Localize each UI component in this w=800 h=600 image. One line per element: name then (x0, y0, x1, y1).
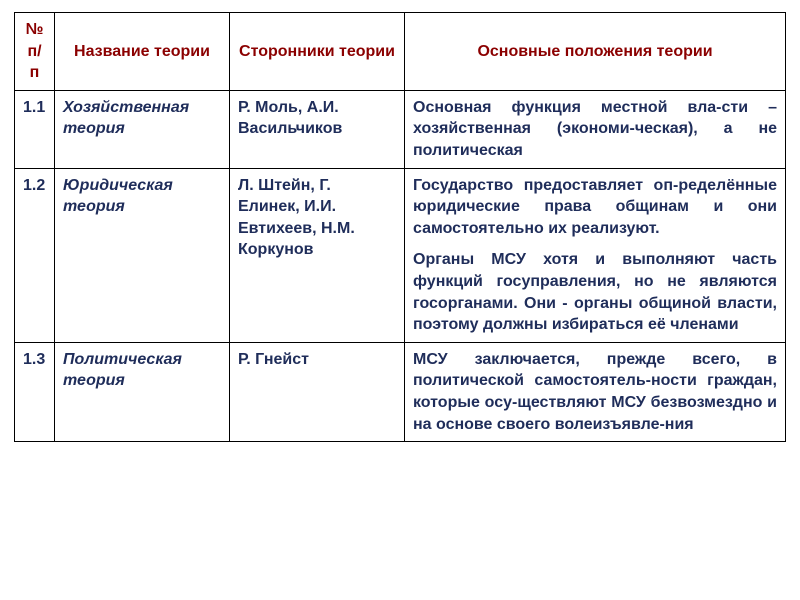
cell-num: 1.1 (15, 90, 55, 168)
col-header-main: Основные положения теории (405, 13, 786, 91)
cell-supporters: Л. Штейн, Г. Елинек, И.И. Евтихеев, Н.М.… (230, 168, 405, 342)
cell-num: 1.3 (15, 342, 55, 441)
table-row: 1.2 Юридическая теория Л. Штейн, Г. Елин… (15, 168, 786, 342)
col-header-supporters: Сторонники теории (230, 13, 405, 91)
cell-main: Государство предоставляет оп-ределённые … (405, 168, 786, 342)
cell-supporters: Р. Гнейст (230, 342, 405, 441)
theories-table: № п/п Название теории Сторонники теории … (14, 12, 786, 442)
main-paragraph: МСУ заключается, прежде всего, в политич… (413, 349, 777, 435)
table-header-row: № п/п Название теории Сторонники теории … (15, 13, 786, 91)
main-paragraph: Государство предоставляет оп-ределённые … (413, 175, 777, 240)
cell-main: Основная функция местной вла-сти – хозяй… (405, 90, 786, 168)
cell-main: МСУ заключается, прежде всего, в политич… (405, 342, 786, 441)
cell-supporters: Р. Моль, А.И. Васильчиков (230, 90, 405, 168)
col-header-name: Название теории (55, 13, 230, 91)
cell-name: Хозяйственная теория (55, 90, 230, 168)
cell-num: 1.2 (15, 168, 55, 342)
page: № п/п Название теории Сторонники теории … (0, 0, 800, 600)
main-paragraph: Органы МСУ хотя и выполняют часть функци… (413, 249, 777, 335)
cell-name: Политическая теория (55, 342, 230, 441)
cell-name: Юридическая теория (55, 168, 230, 342)
main-paragraph: Основная функция местной вла-сти – хозяй… (413, 97, 777, 162)
table-row: 1.3 Политическая теория Р. Гнейст МСУ за… (15, 342, 786, 441)
col-header-num: № п/п (15, 13, 55, 91)
table-row: 1.1 Хозяйственная теория Р. Моль, А.И. В… (15, 90, 786, 168)
